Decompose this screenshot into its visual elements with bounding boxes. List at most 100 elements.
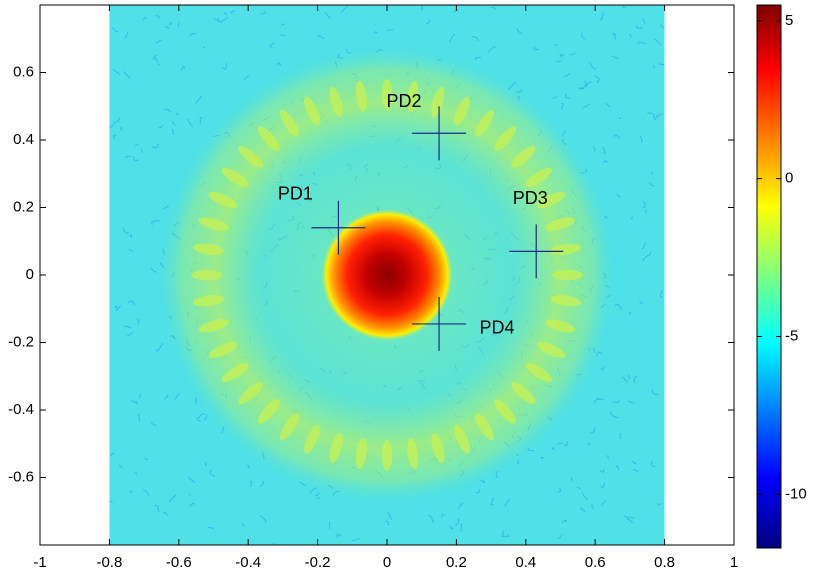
ring-lobe <box>192 295 224 307</box>
texture <box>660 24 665 30</box>
x-tick-label: -0.4 <box>235 554 261 571</box>
texture <box>557 488 562 493</box>
texture <box>627 374 631 379</box>
ring-lobe <box>238 145 263 168</box>
texture <box>619 117 622 120</box>
texture <box>455 518 460 526</box>
y-tick-label: 0.6 <box>13 63 34 80</box>
texture <box>646 112 655 115</box>
ring-lobe <box>511 145 536 168</box>
texture <box>621 376 629 383</box>
texture <box>557 534 563 540</box>
texture <box>652 65 656 68</box>
texture <box>115 305 122 312</box>
ring-lobe <box>192 243 224 255</box>
texture <box>587 442 591 445</box>
texture <box>137 413 140 422</box>
texture <box>150 267 157 273</box>
texture <box>109 123 114 129</box>
texture <box>659 290 663 298</box>
texture <box>589 62 597 70</box>
texture <box>199 117 203 124</box>
texture <box>639 300 643 305</box>
texture <box>593 397 600 404</box>
texture <box>600 366 605 370</box>
texture <box>163 394 169 400</box>
texture <box>243 74 250 80</box>
ring-lobe <box>407 438 419 470</box>
texture <box>155 39 162 44</box>
texture <box>639 135 643 143</box>
texture <box>582 103 590 108</box>
x-tick-label: 0.4 <box>515 554 536 571</box>
texture <box>599 12 604 21</box>
texture <box>501 530 504 536</box>
texture <box>241 523 245 527</box>
y-tick-label: 0 <box>26 266 34 283</box>
ring-lobe <box>536 192 566 209</box>
ring-lobe <box>279 413 299 441</box>
texture <box>611 55 619 60</box>
texture <box>602 146 606 154</box>
texture <box>474 57 482 61</box>
texture <box>594 75 599 80</box>
texture <box>385 520 390 526</box>
texture <box>151 143 159 149</box>
texture <box>188 476 196 483</box>
ring-lobe <box>545 217 576 231</box>
ring-lobe <box>279 109 299 137</box>
texture <box>112 27 119 33</box>
texture <box>317 34 325 39</box>
texture <box>606 455 610 459</box>
marker-label: PD4 <box>480 318 515 338</box>
texture <box>501 534 510 538</box>
ring-lobe <box>221 167 249 187</box>
texture <box>114 305 118 308</box>
texture <box>613 134 620 139</box>
texture <box>605 102 611 108</box>
texture <box>281 23 285 26</box>
texture <box>581 32 586 40</box>
texture <box>155 342 164 352</box>
texture <box>109 452 115 457</box>
texture <box>113 117 120 124</box>
texture <box>629 311 632 315</box>
texture <box>564 441 568 447</box>
texture <box>127 300 135 306</box>
texture <box>596 77 601 83</box>
texture <box>217 17 221 23</box>
texture <box>171 128 175 135</box>
texture <box>140 148 143 154</box>
x-tick-label: 1 <box>730 554 738 571</box>
ring-lobe <box>525 363 553 383</box>
x-tick-label: -0.6 <box>166 554 192 571</box>
texture <box>129 490 134 493</box>
x-tick-label: -0.2 <box>305 554 331 571</box>
texture <box>642 254 649 262</box>
texture <box>653 113 657 121</box>
ring-lobe <box>536 341 566 358</box>
texture <box>132 155 139 162</box>
ring-lobe <box>381 78 393 111</box>
texture <box>352 538 360 542</box>
texture <box>651 389 659 396</box>
marker-label: PD1 <box>278 184 313 204</box>
y-tick-label: 0.2 <box>13 198 34 215</box>
ring-lobe <box>475 413 495 441</box>
texture <box>152 54 158 60</box>
texture <box>475 488 480 494</box>
texture <box>637 41 646 45</box>
texture <box>650 460 656 468</box>
texture <box>280 34 286 36</box>
ring-lobe <box>208 341 238 358</box>
x-tick-label: 0.8 <box>654 554 675 571</box>
texture <box>134 471 138 475</box>
texture <box>564 73 571 77</box>
texture <box>557 442 563 446</box>
texture <box>556 60 562 63</box>
texture <box>633 469 639 473</box>
texture <box>178 22 180 28</box>
peak <box>321 209 453 341</box>
texture <box>246 464 250 469</box>
texture <box>636 25 643 29</box>
